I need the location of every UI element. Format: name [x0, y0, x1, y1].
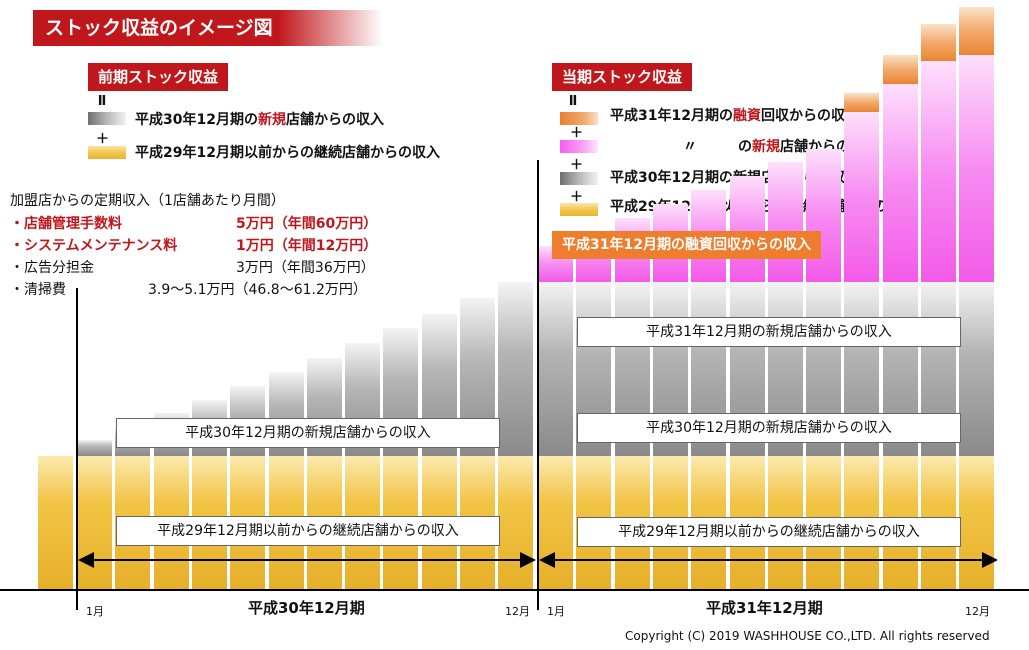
gold-swatch [560, 203, 598, 216]
left-new30-label: 平成30年12月期の新規店舗からの収入 [116, 418, 500, 448]
period-label-left: 平成30年12月期 [248, 599, 365, 617]
bar-fy30-m1-new30 [77, 440, 112, 456]
bar-fy31-m11-loan [921, 24, 956, 61]
prev-plus-sign: ＋ [96, 132, 110, 147]
period-label-right: 平成31年12月期 [706, 599, 823, 617]
bar-fy31-m7-new31 [767, 162, 803, 282]
fee-amount: 1万円（年間12万円） [236, 238, 378, 254]
gold-swatch [88, 146, 126, 159]
prev-equals-sign: Ⅱ [97, 94, 107, 109]
right-new31-label: 平成31年12月期の新規店舗からの収入 [577, 317, 961, 347]
center-divider [537, 160, 539, 610]
curr-plus-sign-2: ＋ [570, 158, 584, 173]
bar-fy31-m8-new31 [806, 149, 842, 282]
fee-name: ・清掃費 [10, 282, 66, 298]
right-cont-label: 平成29年12月期以前からの継続店舗からの収入 [577, 517, 961, 547]
fee-name: ・店舗管理手数料 [10, 216, 122, 232]
fee-header: 加盟店からの定期収入（1店舗あたり月間） [10, 193, 285, 209]
bar-fy31-m6-new31 [729, 176, 765, 282]
fee-amount: 3.9〜5.1万円（46.8〜61.2万円） [148, 282, 367, 298]
prev-stock-tag: 前期ストック収益 [88, 63, 229, 91]
baseline [0, 589, 1029, 591]
bar-fy31-m12-loan [959, 7, 995, 55]
gray-swatch [560, 172, 598, 185]
month-label-start-right: 1月 [547, 605, 565, 618]
pink-swatch [560, 140, 598, 153]
month-label-start-left: 1月 [86, 605, 104, 618]
bar-fy31-m10-new31 [882, 84, 918, 282]
left-cont-label: 平成29年12月期以前からの継続店舗からの収入 [116, 516, 500, 546]
right-new30-label: 平成30年12月期の新規店舗からの収入 [577, 413, 961, 443]
bar-fy31-m12-new31 [959, 55, 995, 282]
curr-plus-sign-3: ＋ [570, 190, 584, 205]
copyright: Copyright (C) 2019 WASHHOUSE CO.,LTD. Al… [625, 629, 990, 643]
bar-fy31-m12-new30 [959, 282, 995, 456]
prev-legend-new30: 平成30年12月期の新規店舗からの収入 [135, 112, 384, 128]
curr-stock-tag: 当期ストック収益 [552, 63, 693, 91]
prev-legend-cont: 平成29年12月期以前からの継続店舗からの収入 [135, 145, 440, 161]
bar-initial-cont [38, 456, 73, 589]
fee-name: ・広告分担金 [10, 260, 94, 276]
month-label-end-left: 12月 [505, 605, 530, 618]
bar-fy31-m9-new31 [844, 112, 880, 282]
fee-amount: 3万円（年間36万円） [236, 260, 375, 276]
loan-recovery-tag: 平成31年12月期の融資回収からの収入 [552, 231, 821, 259]
left-divider [76, 288, 78, 610]
gray-swatch [88, 112, 126, 125]
bar-fy30-m12-new30 [498, 282, 534, 456]
fee-amount: 5万円（年間60万円） [236, 216, 378, 232]
bar-fy31-m9-loan [844, 93, 880, 112]
bar-fy31-m1-new30 [538, 282, 573, 456]
month-label-end-right: 12月 [965, 605, 990, 618]
curr-legend-ditto: 〃 [683, 139, 697, 155]
curr-legend-loan: 平成31年12月期の融資回収からの収入 [610, 108, 859, 124]
page-title: ストック収益のイメージ図 [33, 10, 383, 46]
curr-equals-sign: Ⅱ [568, 94, 578, 109]
bar-fy31-m11-new31 [921, 61, 956, 282]
fee-name: ・システムメンテナンス料 [10, 238, 178, 254]
curr-plus-sign-1: ＋ [570, 126, 584, 141]
bar-fy31-m10-loan [882, 55, 918, 84]
orange-swatch [560, 112, 598, 125]
